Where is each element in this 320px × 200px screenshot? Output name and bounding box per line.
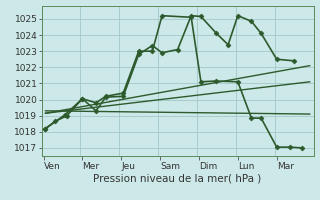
X-axis label: Pression niveau de la mer( hPa ): Pression niveau de la mer( hPa ) [93,173,262,183]
